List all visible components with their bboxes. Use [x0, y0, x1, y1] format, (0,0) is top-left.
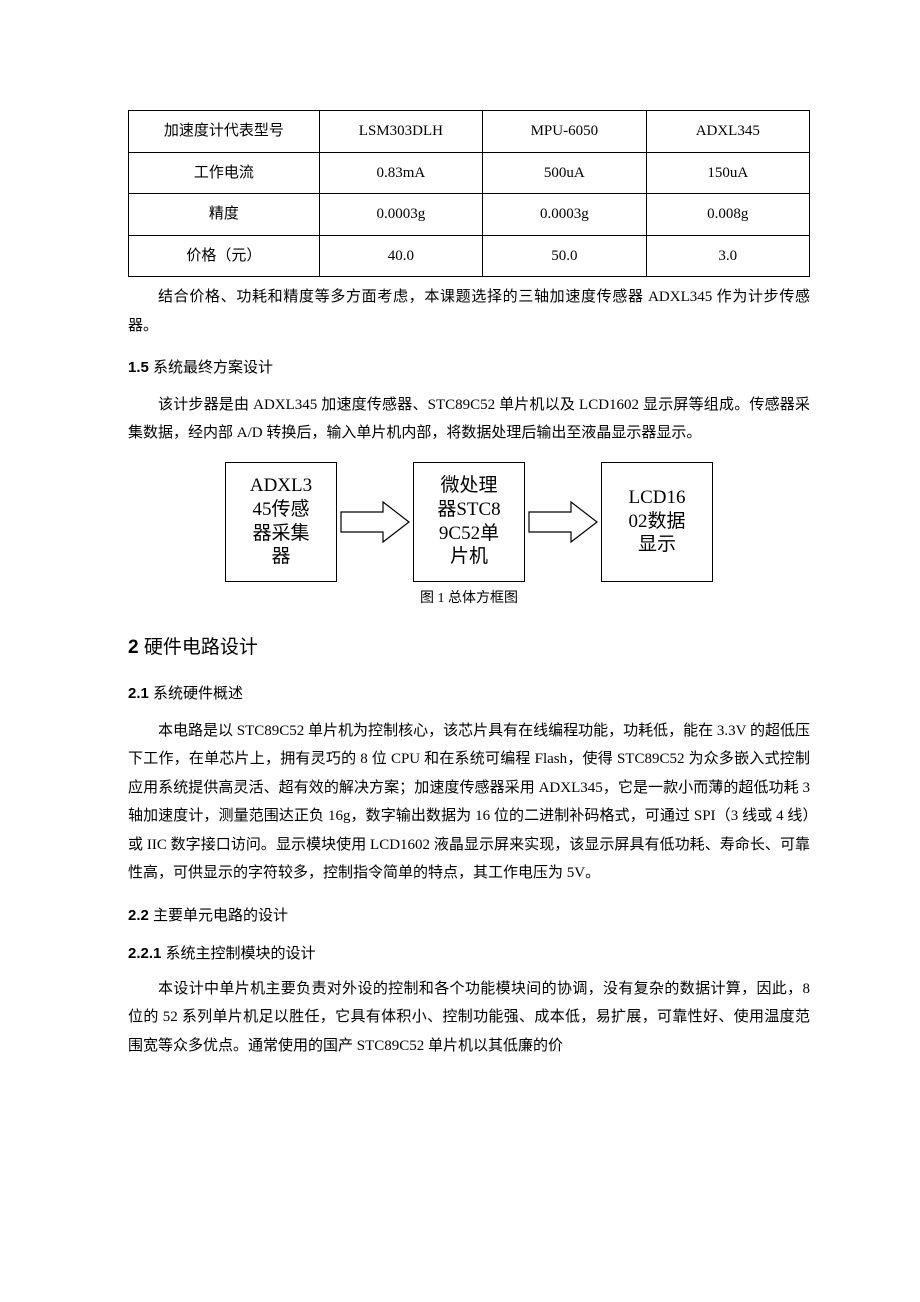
table-cell: 3.0: [646, 235, 809, 277]
paragraph-system-composition: 该计步器是由 ADXL345 加速度传感器、STC89C52 单片机以及 LCD…: [128, 391, 810, 448]
diagram-node-label: 微处理 器STC8 9C52单 片机: [437, 474, 500, 569]
paragraph-hardware-overview: 本电路是以 STC89C52 单片机为控制核心，该芯片具有在线编程功能，功耗低，…: [128, 717, 810, 888]
heading-2-1: 2.1 系统硬件概述: [128, 680, 810, 709]
heading-1-5: 1.5 系统最终方案设计: [128, 354, 810, 383]
heading-2-2: 2.2 主要单元电路的设计: [128, 902, 810, 931]
heading-number: 2.1: [128, 685, 149, 702]
table-cell: 0.83mA: [319, 152, 482, 194]
diagram-node-lcd: LCD16 02数据 显示: [601, 462, 713, 582]
arrow-icon: [339, 462, 411, 582]
page-root: 加速度计代表型号 LSM303DLH MPU-6050 ADXL345 工作电流…: [0, 0, 920, 1128]
diagram-node-label: LCD16 02数据 显示: [628, 486, 685, 557]
table-header-cell: MPU-6050: [483, 111, 646, 153]
figure-caption: 图 1 总体方框图: [128, 586, 810, 613]
heading-number: 2: [128, 637, 139, 658]
table-cell: 150uA: [646, 152, 809, 194]
table-cell: 0.008g: [646, 194, 809, 236]
table-row: 加速度计代表型号 LSM303DLH MPU-6050 ADXL345: [129, 111, 810, 153]
paragraph-sensor-choice: 结合价格、功耗和精度等多方面考虑，本课题选择的三轴加速度传感器 ADXL345 …: [128, 283, 810, 340]
heading-number: 2.2: [128, 907, 149, 924]
diagram-node-label: ADXL3 45传感 器采集 器: [250, 474, 312, 569]
table-cell: 0.0003g: [319, 194, 482, 236]
table-cell: 精度: [129, 194, 320, 236]
table-cell: 40.0: [319, 235, 482, 277]
table-cell: 500uA: [483, 152, 646, 194]
table-cell: 50.0: [483, 235, 646, 277]
heading-text: 系统最终方案设计: [149, 359, 273, 376]
heading-2: 2 硬件电路设计: [128, 630, 810, 666]
table-cell: 价格（元）: [129, 235, 320, 277]
table-cell: 工作电流: [129, 152, 320, 194]
table-cell: 0.0003g: [483, 194, 646, 236]
arrow-icon: [527, 462, 599, 582]
system-block-diagram: ADXL3 45传感 器采集 器 微处理 器STC8 9C52单 片机 LCD1…: [128, 462, 810, 582]
table-header-cell: ADXL345: [646, 111, 809, 153]
paragraph-mcu-design: 本设计中单片机主要负责对外设的控制和各个功能模块间的协调，没有复杂的数据计算，因…: [128, 975, 810, 1061]
heading-text: 系统硬件概述: [149, 685, 243, 702]
heading-number: 2.2.1: [128, 945, 161, 962]
heading-text: 硬件电路设计: [139, 637, 258, 658]
table-header-cell: 加速度计代表型号: [129, 111, 320, 153]
diagram-node-mcu: 微处理 器STC8 9C52单 片机: [413, 462, 525, 582]
heading-2-2-1: 2.2.1 系统主控制模块的设计: [128, 940, 810, 969]
diagram-node-sensor: ADXL3 45传感 器采集 器: [225, 462, 337, 582]
heading-text: 系统主控制模块的设计: [161, 945, 315, 962]
heading-number: 1.5: [128, 359, 149, 376]
heading-text: 主要单元电路的设计: [149, 907, 288, 924]
table-row: 工作电流 0.83mA 500uA 150uA: [129, 152, 810, 194]
table-row: 精度 0.0003g 0.0003g 0.008g: [129, 194, 810, 236]
table-row: 价格（元） 40.0 50.0 3.0: [129, 235, 810, 277]
accelerometer-comparison-table: 加速度计代表型号 LSM303DLH MPU-6050 ADXL345 工作电流…: [128, 110, 810, 277]
table-header-cell: LSM303DLH: [319, 111, 482, 153]
